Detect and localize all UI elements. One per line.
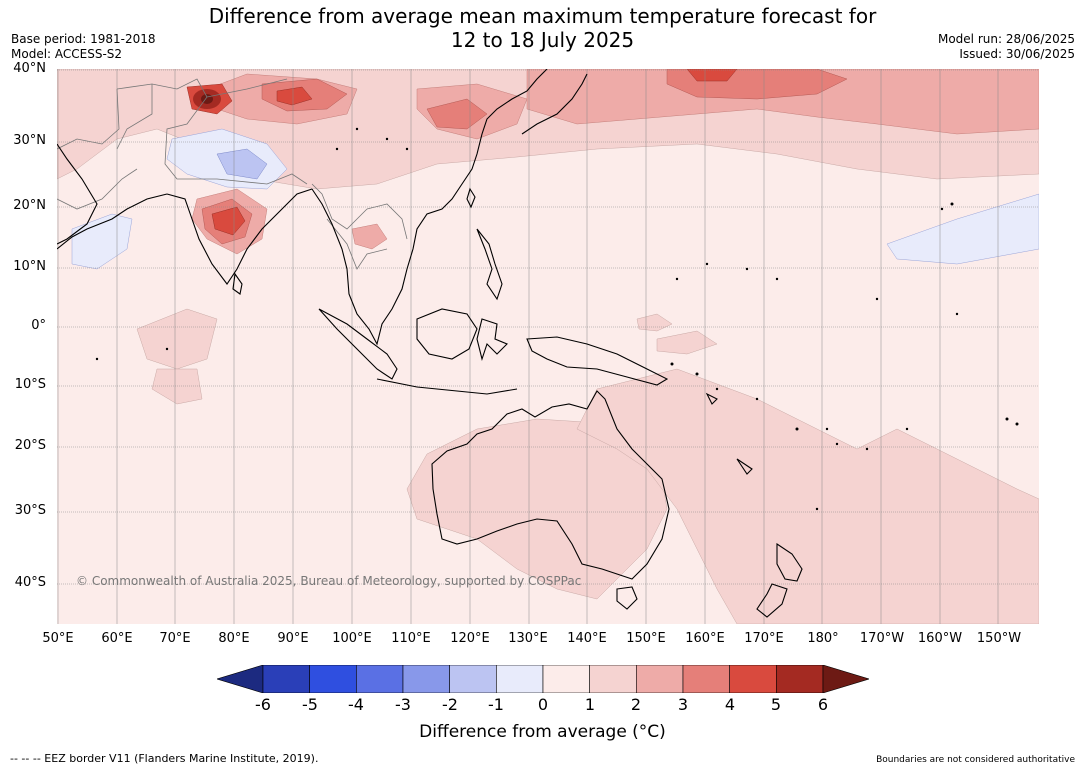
colorbar-segment [682, 665, 730, 693]
lon-label-90e: 90°E [277, 631, 309, 646]
lon-label-50e: 50°E [42, 631, 74, 646]
lon-label-60e: 60°E [101, 631, 133, 646]
issued-date: Issued: 30/06/2025 [959, 47, 1075, 61]
lat-label-10n: 10°N [13, 259, 46, 274]
lat-label-20s: 20°S [14, 438, 46, 453]
lon-label-120e: 120°E [450, 631, 490, 646]
lat-label-30n: 30°N [13, 133, 46, 148]
anomaly-negative-1-2 [216, 148, 268, 180]
colorbar-segment [449, 665, 497, 693]
colorbar-label-neg4: -4 [348, 695, 364, 714]
lon-label-170e: 170°E [744, 631, 784, 646]
colorbar-segment [729, 665, 777, 693]
model-name: Model: ACCESS-S2 [11, 47, 123, 61]
title-line-1: Difference from average mean maximum tem… [208, 4, 877, 28]
lon-label-140e: 140°E [567, 631, 607, 646]
lon-label-130e: 130°E [508, 631, 548, 646]
lat-label-30s: 30°S [14, 503, 46, 518]
colorbar-segment [262, 665, 310, 693]
lat-label-40s: 40°S [14, 575, 46, 590]
eez-border-note: -- -- -- EEZ border V11 (Flanders Marine… [10, 752, 319, 765]
meta-left: Base period: 1981-2018 Model: ACCESS-S2 [11, 32, 156, 62]
colorbar-segment-below-neg6 [217, 665, 264, 693]
pacific-islands [95, 127, 1019, 511]
colorbar-label-neg5: -5 [302, 695, 318, 714]
colorbar-segment [496, 665, 544, 693]
colorbar-label-6: 6 [817, 695, 829, 714]
colorbar-segment [776, 665, 824, 693]
colorbar-label-3: 3 [677, 695, 689, 714]
colorbar-label-0: 0 [537, 695, 549, 714]
colorbar [217, 665, 869, 693]
colorbar-label-5: 5 [770, 695, 782, 714]
colorbar-segment [542, 665, 590, 693]
lon-label-70e: 70°E [159, 631, 191, 646]
colorbar-label-neg1: -1 [488, 695, 504, 714]
colorbar-title: Difference from average (°C) [419, 722, 666, 742]
country-borders [57, 78, 408, 270]
meta-right: Model run: 28/06/2025 Issued: 30/06/2025 [938, 32, 1075, 62]
lon-label-160w: 160°W [917, 631, 963, 646]
lon-label-160e: 160°E [685, 631, 725, 646]
colorbar-segment [309, 665, 357, 693]
lat-label-10s: 10°S [14, 377, 46, 392]
map-title: Difference from average mean maximum tem… [0, 4, 1085, 52]
colorbar-segment [402, 665, 450, 693]
map-svg [57, 69, 1039, 624]
lon-label-150e: 150°E [626, 631, 666, 646]
lon-label-180: 180° [807, 631, 839, 646]
copyright-notice: © Commonwealth of Australia 2025, Bureau… [76, 574, 582, 588]
colorbar-label-neg6: -6 [255, 695, 271, 714]
boundaries-disclaimer: Boundaries are not considered authoritat… [876, 755, 1075, 765]
lon-label-80e: 80°E [218, 631, 250, 646]
colorbar-label-1: 1 [584, 695, 596, 714]
lon-label-100e: 100°E [332, 631, 372, 646]
colorbar-segment [589, 665, 637, 693]
lon-label-150w: 150°W [976, 631, 1022, 646]
forecast-map[interactable] [57, 69, 1039, 624]
colorbar-label-4: 4 [724, 695, 736, 714]
coastlines [57, 69, 803, 618]
colorbar-label-neg2: -2 [442, 695, 458, 714]
colorbar-segment [356, 665, 404, 693]
base-period: Base period: 1981-2018 [11, 32, 156, 46]
lon-label-170w: 170°W [859, 631, 905, 646]
map-gridlines [57, 69, 1039, 624]
lon-label-110e: 110°E [391, 631, 431, 646]
colorbar-segment [636, 665, 684, 693]
model-run: Model run: 28/06/2025 [937, 32, 1075, 46]
colorbar-segment-above-6 [822, 665, 869, 693]
title-line-2: 12 to 18 July 2025 [450, 28, 635, 52]
colorbar-label-neg3: -3 [395, 695, 411, 714]
colorbar-label-2: 2 [630, 695, 642, 714]
lat-label-40n: 40°N [13, 61, 46, 76]
lat-label-20n: 20°N [13, 198, 46, 213]
lat-label-0: 0° [31, 318, 46, 333]
